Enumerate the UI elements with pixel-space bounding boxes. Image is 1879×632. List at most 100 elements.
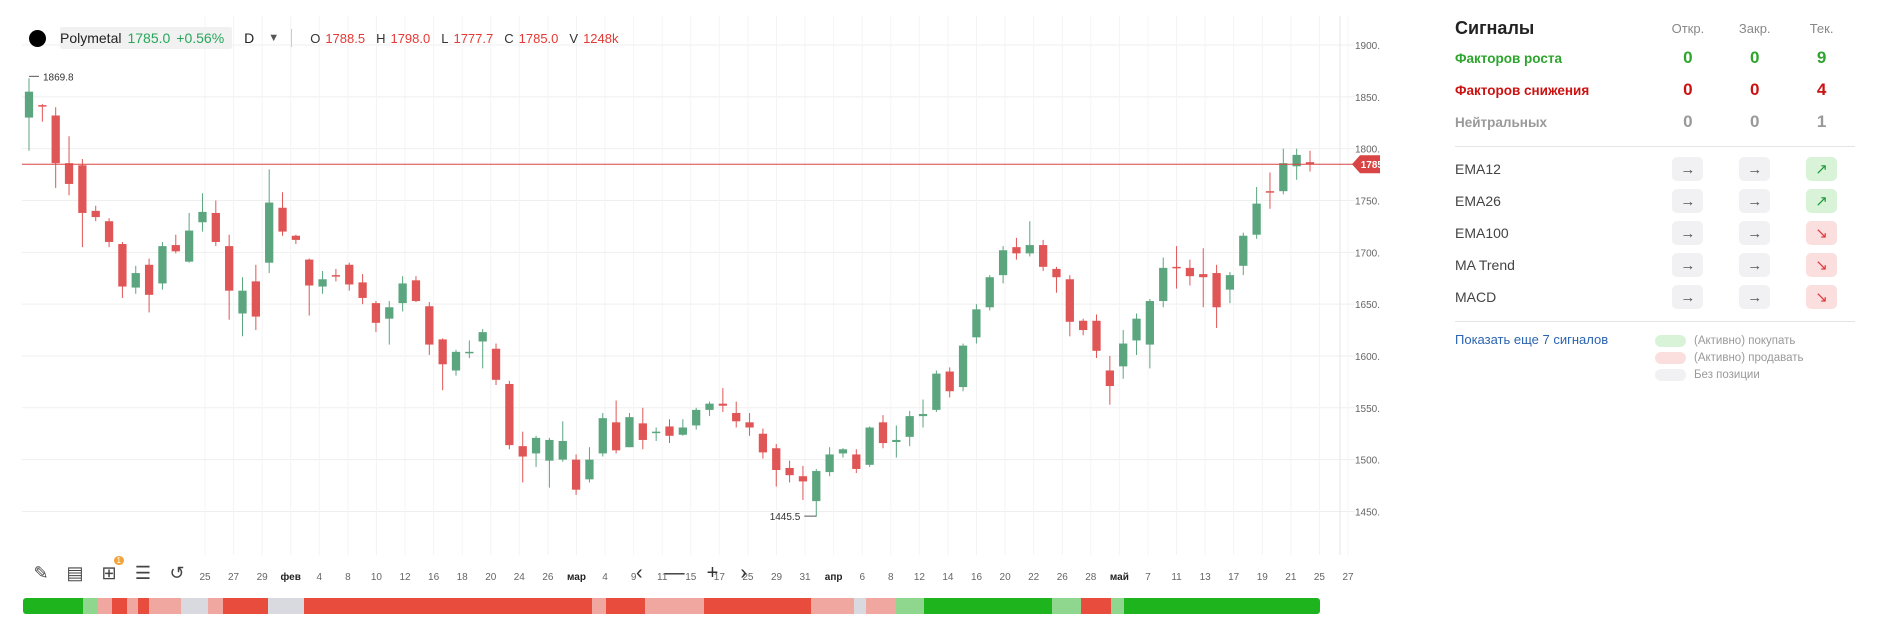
factor-current-count: 4 bbox=[1816, 80, 1827, 99]
candle-body bbox=[545, 439, 554, 461]
candle-body bbox=[1119, 343, 1128, 367]
x-tick-label: 28 bbox=[1085, 572, 1097, 583]
candle-body bbox=[878, 422, 888, 444]
arrow-right-icon: → bbox=[1739, 253, 1771, 277]
candle-body bbox=[104, 221, 114, 242]
indicator-row: EMA100 → → ↘ bbox=[1455, 217, 1855, 249]
chevron-down-icon[interactable]: ▼ bbox=[268, 32, 280, 44]
candle-body bbox=[705, 403, 714, 410]
symbol-logo-icon bbox=[29, 29, 46, 47]
heatbar-segment bbox=[923, 598, 1052, 614]
undo-icon[interactable]: ↺ bbox=[169, 562, 185, 583]
candle-body bbox=[51, 115, 60, 164]
scroll-right-icon[interactable]: › bbox=[740, 562, 748, 584]
heatbar-segment bbox=[127, 598, 138, 614]
heatbar-segment bbox=[148, 598, 181, 614]
candle-body bbox=[732, 412, 741, 422]
interval-selector[interactable]: D bbox=[244, 30, 255, 46]
heatbar-segment bbox=[304, 598, 592, 614]
show-more-signals-link[interactable]: Показать еще 7 сигналов bbox=[1455, 332, 1609, 347]
chart-navigation: ‹ — + › bbox=[636, 562, 747, 585]
indicator-name: EMA26 bbox=[1455, 193, 1501, 209]
zoom-out-icon[interactable]: — bbox=[664, 562, 685, 584]
journal-icon[interactable]: ▤ bbox=[66, 562, 84, 583]
legend-item: (Активно) продавать bbox=[1655, 349, 1804, 366]
indicator-name: EMA100 bbox=[1455, 225, 1509, 241]
candle-body bbox=[505, 383, 514, 446]
x-tick-label: 13 bbox=[1200, 572, 1212, 583]
x-tick-label: 14 bbox=[942, 572, 954, 583]
candle-body bbox=[118, 244, 127, 287]
candle-body bbox=[1212, 273, 1221, 308]
x-tick-label: апр bbox=[825, 572, 843, 583]
candle-body bbox=[1012, 247, 1021, 254]
candle-body bbox=[38, 105, 47, 107]
candle-body bbox=[652, 431, 661, 434]
low-value: 1777.7 bbox=[453, 30, 494, 46]
candle-body bbox=[451, 351, 461, 371]
zoom-in-icon[interactable]: + bbox=[706, 562, 719, 584]
factor-close-count: 0 bbox=[1750, 48, 1760, 67]
x-tick-label: 29 bbox=[771, 572, 783, 583]
candle-body bbox=[772, 448, 781, 471]
factor-open-count: 0 bbox=[1683, 112, 1693, 131]
legend-label: (Активно) покупать bbox=[1694, 334, 1796, 347]
factor-label: Нейтральных bbox=[1455, 114, 1547, 130]
x-tick-label: май bbox=[1110, 572, 1129, 583]
candle-body bbox=[238, 290, 247, 314]
scroll-left-icon[interactable]: ‹ bbox=[636, 562, 643, 584]
heatbar-segment bbox=[896, 598, 924, 614]
candle-body bbox=[865, 427, 874, 465]
price-chart[interactable]: 1900.0 1850.0 1800.0 1750.0 1700.0 1650.0 1600… bbox=[0, 0, 1380, 600]
candle-body bbox=[905, 416, 914, 437]
heatbar-segment bbox=[606, 598, 645, 614]
x-tick-label: 4 bbox=[317, 572, 323, 583]
candle-body bbox=[371, 303, 381, 323]
x-tick-label: 7 bbox=[1145, 572, 1151, 583]
heatbar-segment bbox=[866, 598, 897, 614]
heatbar-segment bbox=[853, 598, 867, 614]
pencil-icon[interactable]: ✎ bbox=[33, 562, 49, 583]
candle-body bbox=[625, 417, 634, 448]
x-tick-label: 16 bbox=[428, 572, 440, 583]
factor-row: Факторов роста 0 0 9 bbox=[1455, 42, 1855, 74]
legend-label: (Активно) продавать bbox=[1694, 351, 1804, 364]
legend-item: (Активно) покупать bbox=[1655, 332, 1804, 349]
candle-body bbox=[1185, 267, 1195, 277]
factor-close-count: 0 bbox=[1750, 112, 1760, 131]
heatbar-segment bbox=[1051, 598, 1082, 614]
candle-body bbox=[1079, 320, 1088, 331]
high-marker-label: 1869.8 bbox=[43, 72, 74, 83]
volume-value: 1248k bbox=[583, 30, 619, 46]
candle-body bbox=[305, 259, 314, 286]
open-value: 1788.5 bbox=[325, 30, 366, 46]
signals-panel: Сигналы Откр. Закр. Тек. Факторов роста 0… bbox=[1455, 14, 1855, 383]
candle-body bbox=[1279, 163, 1288, 192]
y-tick-label: 1650.0 bbox=[1355, 300, 1380, 311]
candle-body bbox=[1239, 235, 1248, 266]
heatbar-segment bbox=[1123, 598, 1320, 614]
legend-swatch bbox=[1655, 334, 1686, 347]
symbol-name: Polymetal bbox=[60, 30, 122, 46]
close-label: C bbox=[504, 30, 514, 46]
symbol-box[interactable]: Polymetal 1785.0 +0.56% bbox=[60, 27, 233, 49]
candle-body bbox=[278, 207, 287, 232]
settings-sliders-icon[interactable]: ☰ bbox=[134, 562, 152, 583]
candle-body bbox=[291, 235, 301, 240]
arrow-right-icon: → bbox=[1739, 189, 1771, 213]
candle-body bbox=[1092, 320, 1101, 351]
candle-body bbox=[1172, 266, 1181, 269]
candle-body bbox=[718, 403, 728, 406]
candle-body bbox=[1052, 268, 1061, 278]
add-chart-icon[interactable]: ⊞ 1 bbox=[98, 556, 124, 584]
x-tick-label: 24 bbox=[514, 572, 526, 583]
candle-body bbox=[692, 409, 701, 426]
candle-body bbox=[425, 306, 434, 345]
arrow-right-icon: → bbox=[1739, 221, 1771, 245]
arrow-right-icon: → bbox=[1672, 253, 1704, 277]
heatbar-segment bbox=[267, 598, 305, 614]
high-value: 1798.0 bbox=[390, 30, 431, 46]
candle-body bbox=[812, 471, 821, 502]
candle-body bbox=[478, 332, 487, 342]
col-open-header: Откр. bbox=[1671, 20, 1705, 36]
